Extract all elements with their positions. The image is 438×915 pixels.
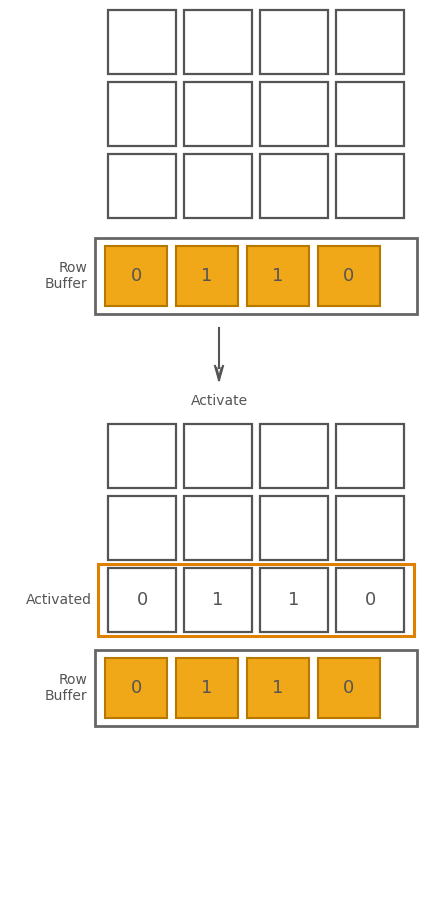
Bar (108, 568, 176, 632)
Text: Activate: Activate (191, 394, 247, 408)
Text: Row
Buffer: Row Buffer (44, 261, 87, 291)
Text: 0: 0 (136, 591, 148, 609)
Text: 0: 0 (364, 591, 376, 609)
Bar (184, 82, 252, 146)
Bar (184, 568, 252, 632)
Bar (176, 658, 238, 718)
Bar (260, 424, 328, 488)
Bar (108, 154, 176, 218)
Bar (336, 424, 404, 488)
Bar (108, 82, 176, 146)
Text: 0: 0 (131, 679, 141, 697)
Bar (98, 564, 414, 636)
Bar (260, 10, 328, 74)
Bar (318, 658, 380, 718)
Bar (336, 154, 404, 218)
Bar (260, 82, 328, 146)
Text: 1: 1 (201, 679, 213, 697)
Bar (176, 246, 238, 306)
Bar (318, 246, 380, 306)
Text: 1: 1 (288, 591, 300, 609)
Bar (247, 658, 309, 718)
Bar (184, 496, 252, 560)
Bar (260, 154, 328, 218)
Bar (247, 246, 309, 306)
Bar (108, 10, 176, 74)
Bar (336, 496, 404, 560)
Bar (184, 10, 252, 74)
Bar (108, 424, 176, 488)
Bar (184, 424, 252, 488)
Bar (105, 246, 167, 306)
Bar (95, 238, 417, 314)
Text: 0: 0 (131, 267, 141, 285)
Text: Activated: Activated (26, 593, 92, 607)
Bar (108, 496, 176, 560)
Text: 1: 1 (212, 591, 224, 609)
Text: 1: 1 (272, 267, 284, 285)
Text: 0: 0 (343, 679, 355, 697)
Bar (184, 154, 252, 218)
Text: 1: 1 (201, 267, 213, 285)
Bar (260, 568, 328, 632)
Bar (336, 568, 404, 632)
Text: 0: 0 (343, 267, 355, 285)
Bar (105, 658, 167, 718)
Text: Row
Buffer: Row Buffer (44, 673, 87, 703)
Bar (260, 496, 328, 560)
Text: 1: 1 (272, 679, 284, 697)
Bar (95, 650, 417, 726)
Bar (336, 10, 404, 74)
Bar (336, 82, 404, 146)
